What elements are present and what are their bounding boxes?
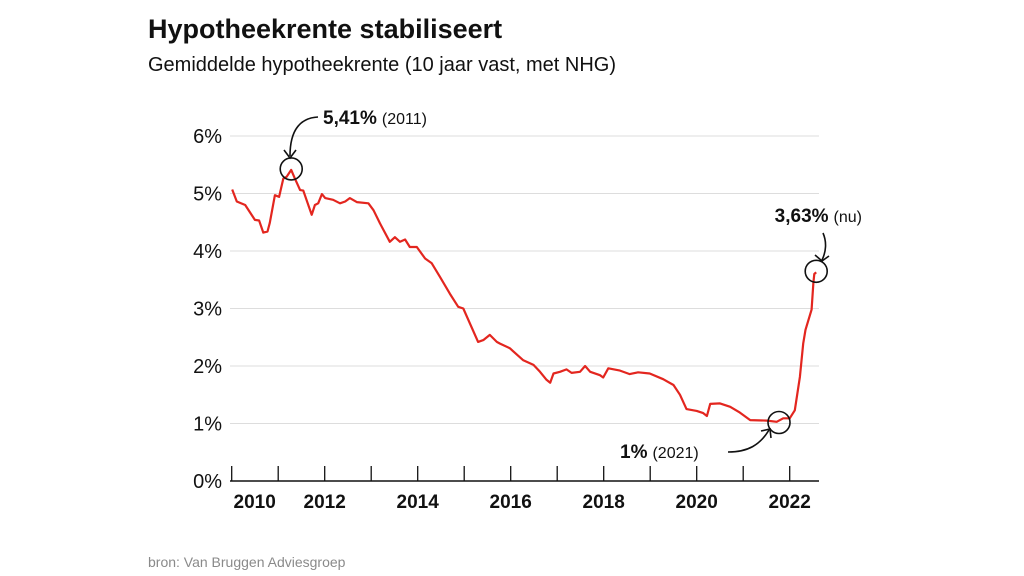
annotation-arrow <box>727 429 770 453</box>
y-tick-label: 1% <box>193 414 222 436</box>
x-tick-label: 2010 <box>234 492 276 513</box>
y-tick-label: 5% <box>193 184 222 206</box>
y-tick-label: 4% <box>193 241 222 263</box>
y-tick-label: 3% <box>193 299 222 321</box>
x-tick-label: 2016 <box>490 492 532 513</box>
annotation-now: 3,63% (nu) <box>775 206 862 263</box>
annotations: 5,41% (2011) 1% (2021) 3,63% (nu) <box>279 108 862 463</box>
annotation-label: 3,63% (nu) <box>775 206 862 227</box>
y-axis-labels: 0% 1% 2% 3% 4% 5% 6% <box>193 126 222 493</box>
x-tick-label: 2022 <box>769 492 811 513</box>
annotation-low-2021: 1% (2021) <box>620 428 772 463</box>
highlight-circle <box>767 410 791 435</box>
annotation-label: 1% (2021) <box>620 442 699 463</box>
chart-subtitle: Gemiddelde hypotheekrente (10 jaar vast,… <box>148 54 616 76</box>
y-tick-label: 6% <box>193 126 222 148</box>
y-tick-label: 2% <box>193 356 222 378</box>
annotation-label: 5,41% (2011) <box>323 108 427 129</box>
series-layer <box>231 168 817 423</box>
gridlines <box>230 135 819 424</box>
series-line <box>231 168 817 423</box>
x-tick-label: 2020 <box>676 492 718 513</box>
x-tick-label: 2018 <box>583 492 625 513</box>
x-axis: 2010 2012 2014 2016 2018 2020 2022 <box>230 466 819 513</box>
highlight-circle <box>804 259 829 284</box>
x-tick-label: 2012 <box>304 492 346 513</box>
chart-title: Hypotheekrente stabiliseert <box>148 14 503 44</box>
highlight-circle <box>279 157 304 181</box>
source-note: bron: Van Bruggen Adviesgroep <box>148 554 346 570</box>
x-tick-label: 2014 <box>397 492 440 513</box>
y-tick-label: 0% <box>193 471 222 493</box>
annotation-arrow <box>821 232 827 261</box>
annotation-arrow <box>289 116 319 157</box>
annotation-peak-2011: 5,41% (2011) <box>283 108 427 160</box>
